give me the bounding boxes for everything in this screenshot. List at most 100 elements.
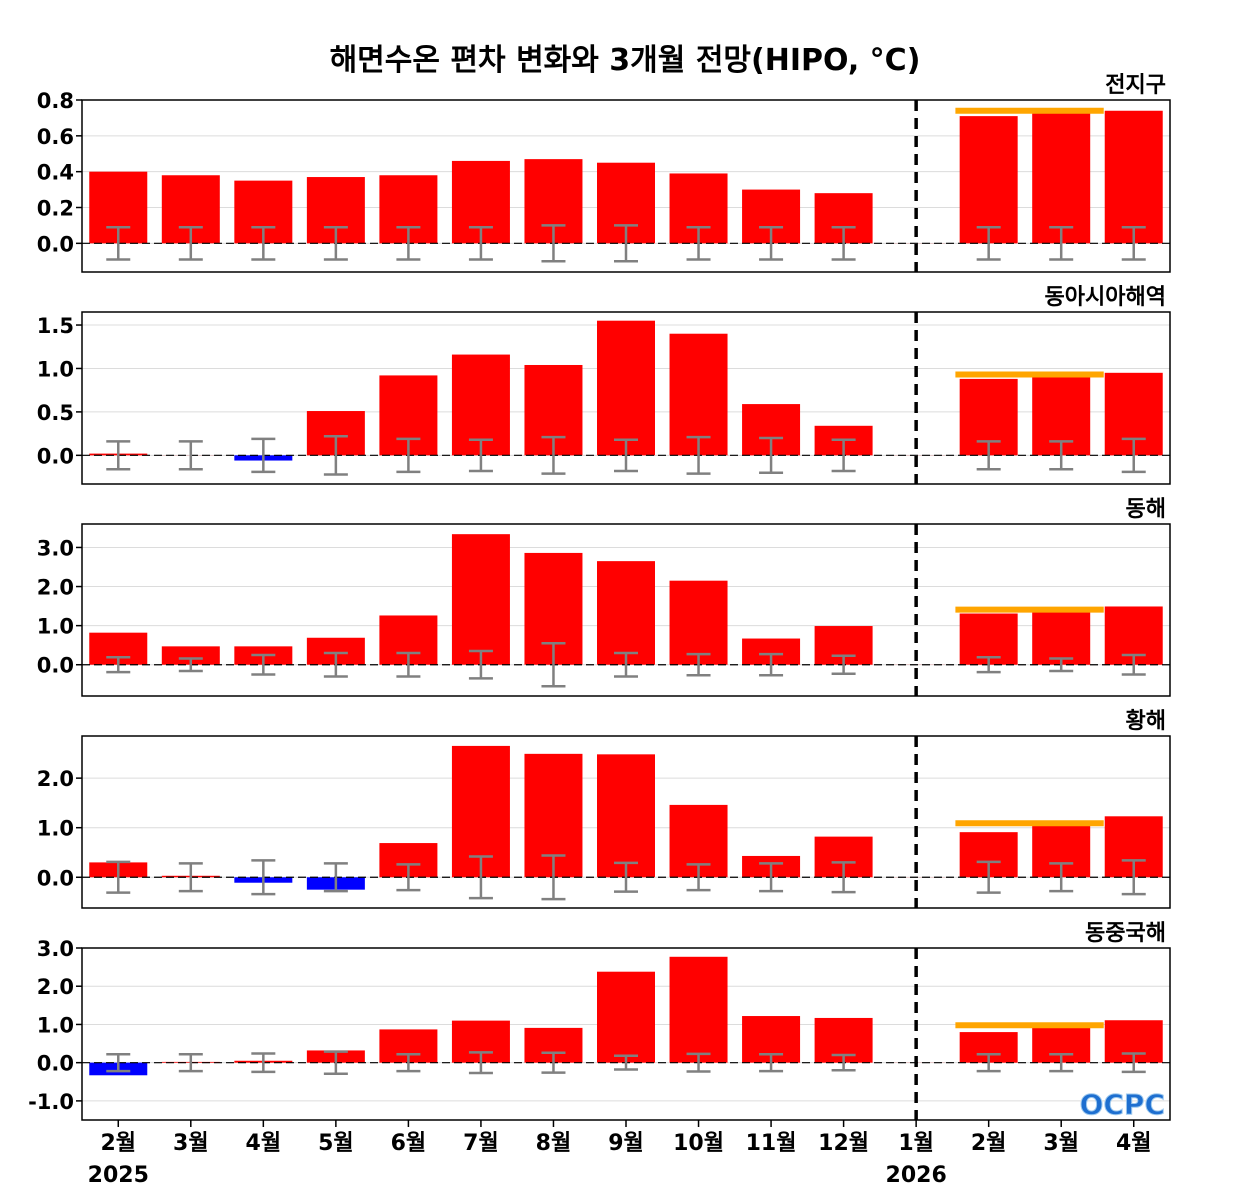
error-bar [1121,653,1146,676]
error-bar [614,861,638,893]
error-bar [178,225,203,261]
error-bar [686,863,711,892]
y-tick-label: 0.6 [37,125,74,149]
x-tick-label: 10월 [673,1131,724,1156]
error-bar [614,1054,638,1071]
error-bar [759,652,784,677]
y-tick-label: 1.0 [37,817,74,841]
panel-frame [81,311,1171,485]
error-bar [686,1052,711,1073]
y-tick-label: 2.0 [37,767,74,791]
y-tick-label: 0.0 [37,232,74,256]
y-tick-label: 1.5 [37,314,74,338]
panel-title: 전지구 [1105,73,1166,98]
year-label: 2025 [88,1163,149,1188]
x-tick-label: 3월 [173,1131,209,1156]
x-tick-label: 11월 [746,1131,797,1156]
error-bar [323,651,348,678]
error-bar [251,225,276,261]
x-tick-label: 6월 [391,1131,427,1156]
panel-title: 동아시아해역 [1045,285,1166,310]
error-bar [541,854,566,901]
y-tick-label: 0.2 [37,197,74,221]
error-bar [106,440,131,471]
x-tick-label: 4월 [246,1131,282,1156]
y-tick-label: 0.0 [37,654,74,678]
error-bar [1121,225,1146,261]
error-bar [1049,440,1074,471]
bar [597,754,655,878]
bar [597,971,655,1063]
error-bar [251,1052,276,1074]
error-bar [468,1051,493,1075]
x-tick-label: 4월 [1116,1131,1152,1156]
x-tick-label: 7월 [463,1131,499,1156]
bar [597,320,655,456]
error-bar [106,860,131,894]
error-bar [468,225,493,261]
error-bar [759,436,784,474]
error-bar [831,654,856,675]
error-bar [976,860,1001,894]
error-bar [541,224,566,263]
x-tick-label: 8월 [536,1131,572,1156]
error-bar [396,1053,421,1073]
error-bar [106,225,131,261]
y-tick-label: 0.5 [37,401,74,425]
y-tick-label: 0.0 [37,1052,74,1076]
error-bar [251,437,276,474]
y-tick-label: -1.0 [28,1090,74,1114]
y-tick-label: 0.0 [37,444,74,468]
y-tick-label: 3.0 [37,536,74,560]
panel-title: 동해 [1126,497,1166,522]
y-tick-label: 0.8 [37,89,74,113]
panel-2: 0.0 0.5 1.0 1.5 동아시아해역 [37,285,1171,485]
error-bar [831,1053,856,1072]
panel-5: -1.0 0.0 1.0 2.0 3.0 동중국해 [28,921,1171,1121]
y-tick-label: 0.4 [37,161,74,185]
error-bar [106,1053,131,1073]
x-tick-label: 9월 [608,1131,644,1156]
error-bar [831,438,856,473]
error-bar [396,863,421,892]
x-tick-label: 12월 [818,1131,869,1156]
error-bar [541,435,566,475]
error-bar [178,657,203,673]
error-bar [1121,1052,1146,1074]
x-tick-label: 5월 [318,1131,354,1156]
year-label: 2026 [886,1163,947,1188]
error-bar [759,1053,784,1073]
panel-frame [81,523,1171,697]
panel-title: 황해 [1126,709,1166,734]
panel-frame [81,99,1171,273]
error-bar [323,434,348,476]
error-bar [106,656,131,674]
error-bar [976,440,1001,471]
ocpc-logo: OCPC [1079,1088,1165,1122]
error-bar [251,859,276,896]
bar [1032,609,1091,665]
error-bar [1121,859,1146,896]
error-bar [178,862,203,893]
y-tick-label: 3.0 [37,937,74,961]
error-bar [759,862,784,893]
bar [669,580,728,665]
error-bar [614,651,638,678]
panel-4: 0.0 1.0 2.0 황해 [37,709,1171,909]
error-bar [396,437,421,474]
panel-frame [81,735,1171,909]
ocpc-logo-text: OCPC [1080,1088,1165,1121]
error-bar [323,1050,348,1076]
error-bar [686,652,711,677]
panel-title: 동중국해 [1085,921,1166,946]
y-tick-label: 2.0 [37,975,74,999]
bar [161,646,220,665]
bar [1104,110,1163,244]
error-bar [831,861,856,894]
error-bar [323,862,348,893]
error-bar [686,435,711,475]
error-bar [323,225,348,261]
y-tick-label: 2.0 [37,576,74,600]
error-bar [614,224,638,263]
